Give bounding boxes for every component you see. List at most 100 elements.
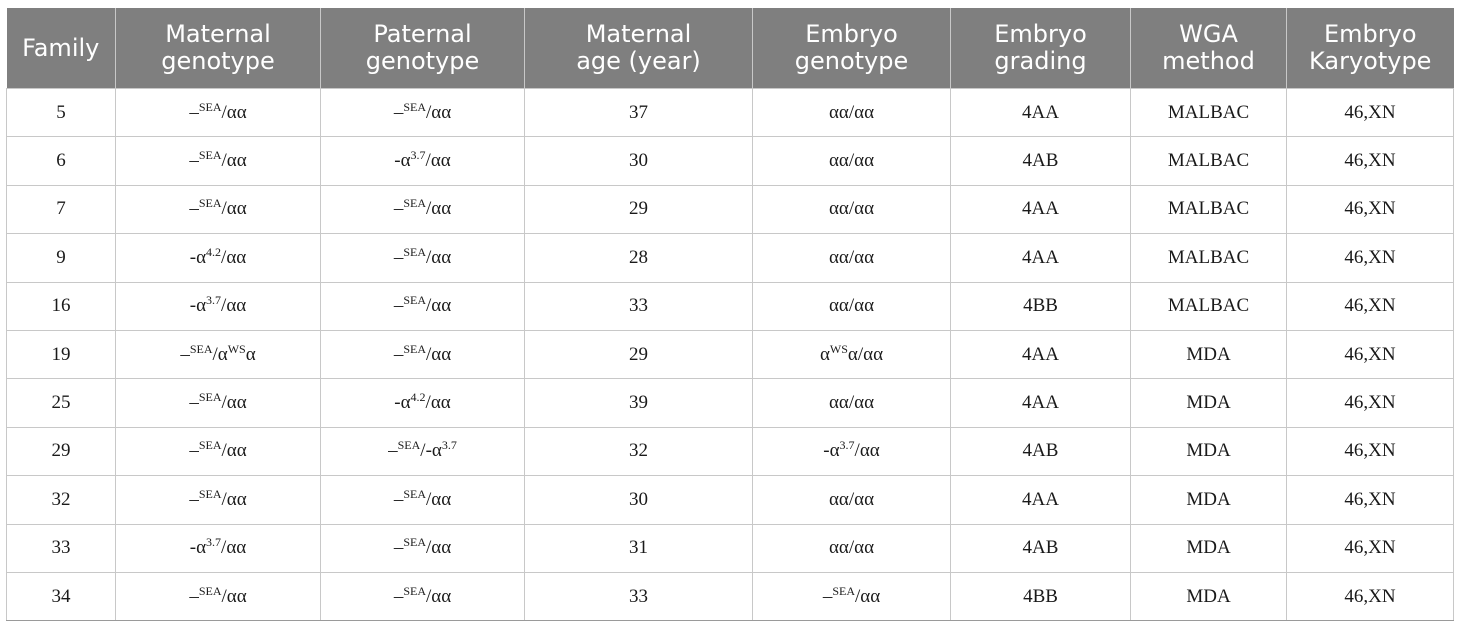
column-header-wga-method: WGA method <box>1130 8 1287 89</box>
cell-embryo-karyotype: 46,XN <box>1286 523 1454 573</box>
allele-superscript: 3.7 <box>441 438 457 453</box>
cell-paternal-genotype-text: –SEA/αα <box>393 341 452 365</box>
cell-maternal-genotype-text: –SEA/αα <box>189 585 246 607</box>
cell-embryo-genotype-text: αWSα/αα <box>820 343 883 365</box>
allele-text: /αα <box>221 392 247 414</box>
allele-superscript: SEA <box>189 341 213 356</box>
cell-wga-method: MALBAC <box>1130 233 1287 283</box>
cell-embryo-karyotype: 46,XN <box>1286 329 1454 380</box>
cell-paternal-genotype-text: -α3.7/αα <box>394 149 451 171</box>
column-header-line: Paternal <box>373 20 472 48</box>
cell-maternal-genotype-text: –SEA/αα <box>189 486 247 510</box>
cell-paternal-genotype: –SEA/αα <box>320 329 525 380</box>
allele-superscript: SEA <box>198 196 222 211</box>
cell-wga-method: MALBAC <box>1130 281 1287 331</box>
cell-paternal-genotype-text: -α4.2/αα <box>394 391 451 413</box>
cell-embryo-karyotype: 46,XN <box>1286 233 1454 283</box>
allele-superscript: WS <box>227 341 246 356</box>
allele-text: /αα <box>221 101 247 123</box>
cell-family: 16 <box>6 281 116 331</box>
cell-embryo-genotype-text: αα/αα <box>829 198 874 219</box>
allele-text: /αα <box>425 537 452 559</box>
allele-text: -α <box>189 537 207 559</box>
allele-text: αα/αα <box>828 537 875 559</box>
allele-text: /αα <box>221 537 247 559</box>
cell-maternal-genotype-text: –SEA/αα <box>189 391 247 414</box>
cell-embryo-karyotype: 46,XN <box>1286 426 1454 477</box>
table-row: 5 –SEA/αα –SEA/αα 37 αα/αα 4AA MALBAC 46,XN <box>6 87 1454 138</box>
allele-superscript: 3.7 <box>206 535 222 550</box>
allele-text: /αα <box>221 295 247 317</box>
cell-embryo-genotype: αα/αα <box>752 378 951 428</box>
allele-text: – <box>822 585 833 607</box>
allele-superscript: SEA <box>397 438 421 453</box>
allele-superscript: SEA <box>403 341 426 356</box>
cell-embryo-grading: 4BB <box>950 571 1131 622</box>
cell-embryo-grading: 4AA <box>950 184 1131 235</box>
cell-embryo-genotype-text: αα/αα <box>829 102 874 123</box>
allele-text: -α <box>823 440 840 462</box>
cell-embryo-karyotype: 46,XN <box>1286 87 1454 138</box>
cell-family: 34 <box>6 571 116 622</box>
allele-text: /αα <box>221 246 247 268</box>
cell-maternal-genotype: –SEA/αα <box>115 87 321 138</box>
column-header-line: grading <box>994 47 1087 75</box>
allele-text: /αα <box>854 585 881 607</box>
column-header-line: Maternal <box>585 20 692 48</box>
column-header-line: age (year) <box>576 47 701 75</box>
allele-text: /αα <box>425 295 452 317</box>
cell-maternal-genotype: –SEA/αα <box>115 378 321 428</box>
table-header: Family Maternal genotype Paternal genotype Ma… <box>6 8 1454 89</box>
cell-maternal-age: 28 <box>524 233 753 283</box>
cell-paternal-genotype: –SEA/αα <box>320 184 525 235</box>
cell-paternal-genotype: –SEA/αα <box>320 523 525 573</box>
allele-text: – <box>393 343 404 365</box>
cell-embryo-grading: 4AA <box>950 87 1131 138</box>
cell-maternal-age: 29 <box>524 184 753 235</box>
table-row: 7 –SEA/αα –SEA/αα 29 αα/αα 4AA MALBAC 46,XN <box>6 184 1454 235</box>
allele-text: /αα <box>221 150 247 172</box>
table-row: 32 –SEA/αα –SEA/αα 30 αα/αα 4AA MDA 46,XN <box>6 475 1454 525</box>
allele-superscript: SEA <box>832 583 855 598</box>
cell-embryo-karyotype: 46,XN <box>1286 378 1454 428</box>
table-row: 29 –SEA/αα –SEA/-α3.7 32 -α3.7/αα 4AB MDA 46,XN <box>6 426 1454 477</box>
cell-paternal-genotype-text: –SEA/αα <box>394 585 451 607</box>
cell-embryo-genotype-text: -α3.7/αα <box>823 439 880 462</box>
allele-text: /αα <box>425 246 452 268</box>
column-header-paternal-genotype: Paternal genotype <box>320 8 525 89</box>
allele-text: – <box>189 488 199 510</box>
cell-embryo-grading: 4AA <box>950 475 1131 525</box>
cell-embryo-karyotype: 46,XN <box>1286 475 1454 525</box>
cell-embryo-genotype-text: αα/αα <box>829 247 874 268</box>
allele-text: /αα <box>425 343 452 365</box>
allele-superscript: SEA <box>198 486 222 501</box>
allele-text: α <box>245 343 256 365</box>
column-header-line: WGA <box>1179 20 1238 48</box>
cell-paternal-genotype-text: –SEA/αα <box>394 101 451 123</box>
cell-paternal-genotype: –SEA/αα <box>320 233 525 283</box>
cell-maternal-age: 31 <box>524 523 753 573</box>
cell-maternal-age: 29 <box>524 329 753 380</box>
table-row: 25 –SEA/αα -α4.2/αα 39 αα/αα 4AA MDA 46,XN <box>6 378 1454 428</box>
column-header-maternal-genotype: Maternal genotype <box>115 8 321 89</box>
cell-paternal-genotype-text: –SEA/αα <box>394 536 452 559</box>
header-row: Family Maternal genotype Paternal genotype Ma… <box>6 8 1454 89</box>
cell-maternal-age: 30 <box>524 475 753 525</box>
cell-maternal-genotype-text: –SEA/αα <box>189 439 246 461</box>
allele-text: αα/αα <box>828 246 875 268</box>
cell-embryo-karyotype: 46,XN <box>1286 281 1454 331</box>
cell-embryo-karyotype: 46,XN <box>1286 571 1454 622</box>
cell-embryo-genotype: αα/αα <box>752 184 951 235</box>
cell-family: 6 <box>6 136 116 186</box>
cell-paternal-genotype-text: –SEA/αα <box>394 197 451 219</box>
cell-family: 19 <box>6 329 116 380</box>
allele-text: – <box>189 101 199 123</box>
cell-family: 32 <box>6 475 116 525</box>
cell-paternal-genotype: -α4.2/αα <box>320 378 525 428</box>
allele-text: /αα <box>221 488 247 510</box>
column-header-embryo-genotype: Embryo genotype <box>752 8 951 89</box>
allele-text: – <box>393 246 404 268</box>
genotype-table-container: Family Maternal genotype Paternal genotype Ma… <box>6 8 1454 622</box>
cell-embryo-grading: 4AA <box>950 378 1131 428</box>
cell-paternal-genotype: –SEA/αα <box>320 475 525 525</box>
